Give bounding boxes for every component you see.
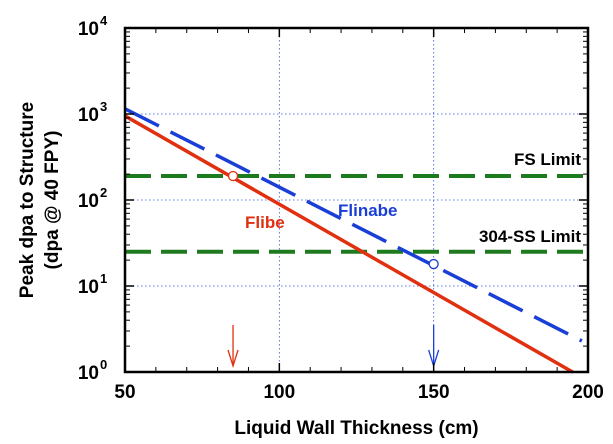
x-tick-label: 150 xyxy=(418,382,450,403)
x-tick-label: 50 xyxy=(114,382,135,403)
limit-lines xyxy=(125,174,588,254)
x-tick-label: 100 xyxy=(263,382,295,403)
y-tick-label: 10 xyxy=(78,19,99,40)
arrow-markers xyxy=(227,325,440,369)
y-tick-label: 10 xyxy=(78,363,99,384)
y-tick-exponent: 4 xyxy=(100,13,108,28)
annotations: FS Limit 304-SS Limit Flibe Flinabe Liquid W… xyxy=(17,102,581,439)
grid-lines xyxy=(125,28,588,372)
y-tick-exponent: 1 xyxy=(100,271,107,286)
y-axis-label-line-2: (dpa @ 40 FPY) xyxy=(42,131,63,270)
x-axis-label: Liquid Wall Thickness (cm) xyxy=(234,418,478,439)
series-lines xyxy=(124,107,583,374)
y-axis-label-line-1: Peak dpa to Structure xyxy=(17,102,38,298)
point-markers xyxy=(227,170,439,270)
series-line-flinabe xyxy=(124,107,583,343)
axis-ticks xyxy=(124,27,589,373)
down-arrow-head xyxy=(227,349,239,369)
y-tick-exponent: 0 xyxy=(100,357,107,372)
y-tick-exponent: 3 xyxy=(100,99,107,114)
y-tick-label: 10 xyxy=(78,277,99,298)
y-tick-label: 10 xyxy=(78,105,99,126)
y-tick-label: 10 xyxy=(78,191,99,212)
flinabe-label: Flinabe xyxy=(338,201,398,220)
fs-limit-label: FS Limit xyxy=(514,150,581,169)
x-tick-label: 200 xyxy=(572,382,604,403)
flibe-label: Flibe xyxy=(245,213,285,232)
point-marker xyxy=(428,258,439,270)
series-line-flibe xyxy=(124,114,574,374)
point-marker xyxy=(227,170,239,182)
y-tick-exponent: 2 xyxy=(100,185,107,200)
ss-limit-label: 304-SS Limit xyxy=(479,227,581,246)
